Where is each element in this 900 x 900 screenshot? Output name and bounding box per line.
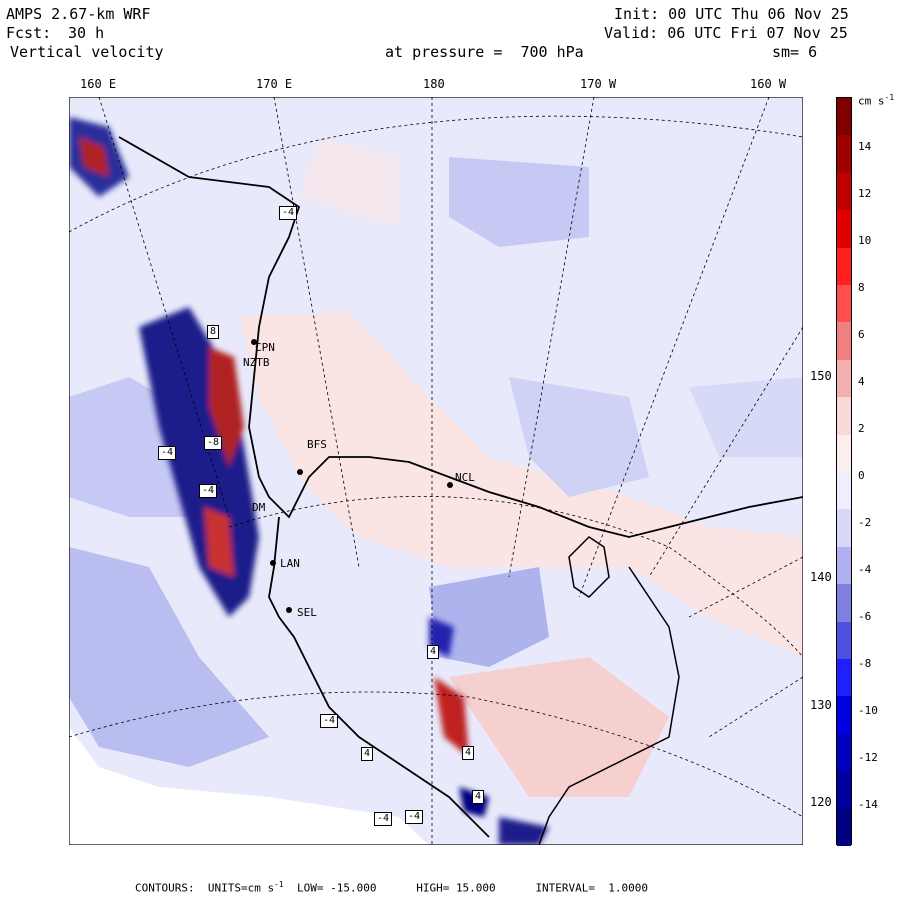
station-dm: DM [252,501,266,514]
vertical-velocity-map [69,97,803,845]
negative-region-marie-byrd [429,567,549,667]
contour-label: 4 [462,746,475,760]
colorbar-segment [837,322,851,361]
colorbar-segment [837,285,851,323]
init-time: Init: 00 UTC Thu 06 Nov 25 [614,5,849,23]
colorbar-segment [837,472,851,510]
valid-time: Valid: 06 UTC Fri 07 Nov 25 [604,24,848,42]
positive-region-north [299,137,399,227]
model-title: AMPS 2.67-km WRF [6,5,151,23]
negative-region-ocean-3 [689,377,803,457]
colorbar-segment [837,172,851,211]
colorbar-tick-label: 12 [858,187,872,200]
contour-label: -4 [405,810,424,824]
colorbar-segment [837,509,851,548]
contour-label: -4 [158,446,177,460]
negative-region-southwest [69,547,269,767]
colorbar-segment [837,696,851,735]
colorbar [836,97,852,847]
lon-label-160e: 160 E [80,77,117,91]
contour-label: -4 [279,206,298,220]
station-ncl: NCL [455,471,475,484]
contour-label: -4 [374,812,393,826]
colorbar-tick-label: -4 [858,563,872,576]
station-bfs: BFS [307,438,327,451]
station-markers [251,339,453,613]
colorbar-segment [837,359,851,398]
latitude-grid [69,115,803,818]
colorbar-segment [837,659,851,697]
colorbar-segment [837,210,851,249]
colorbar-segment [837,434,851,473]
colorbar-units: cm s-1 [858,93,895,108]
colorbar-tick-label: -14 [858,798,878,811]
colorbar-segment [837,733,851,772]
contour-label: 4 [361,747,374,761]
grounding-line [538,536,680,845]
colorbar-segment [837,584,851,623]
mountain-band [69,117,549,845]
pressure-level: at pressure = 700 hPa [385,43,584,61]
forecast-label: Fcst: [6,24,52,42]
colorbar-segment [837,98,851,136]
positive-region-ross [239,312,803,657]
station-nztb: NZTB [243,356,270,369]
station-lan: LAN [280,557,300,570]
colorbar-tick-label: -6 [858,610,872,623]
forecast-hours: 30 h [68,24,105,42]
colorbar-segment [837,247,851,286]
contour-label: -4 [199,484,218,498]
colorbar-tick-label: -12 [858,751,878,764]
colorbar-tick-label: 10 [858,234,872,247]
colorbar-tick-label: -8 [858,657,872,670]
colorbar-tick-label: 6 [858,328,865,341]
colorbar-tick-label: -10 [858,704,878,717]
coastline [118,136,803,838]
positive-region-south [449,657,669,797]
colorbar-segment [837,546,851,585]
contour-info: CONTOURS: UNITS=cm s-1 LOW= -15.000 HIGH… [135,880,649,895]
colorbar-tick-label: 4 [858,375,865,388]
lon-label-180: 180 [423,77,445,91]
lon-label-170e: 170 E [256,77,293,91]
colorbar-tick-label: 2 [858,422,865,435]
lon-label-160w: 160 W [750,77,787,91]
colorbar-segment [837,397,851,436]
negative-region-ocean-1 [449,157,589,247]
contour-label: 8 [207,325,220,339]
contour-label: -4 [320,714,339,728]
colorbar-segment [837,621,851,660]
smoothing: sm= 6 [772,43,818,61]
contour-label: 4 [427,645,440,659]
colorbar-segment [837,771,851,810]
colorbar-tick-label: 14 [858,140,872,153]
contour-label: -8 [204,436,223,450]
colorbar-tick-label: 0 [858,469,865,482]
station-sel: SEL [297,606,317,619]
negative-region-ocean-2 [509,377,649,497]
colorbar-tick-label: -2 [858,516,872,529]
lon-label-170w: 170 W [580,77,617,91]
colorbar-tick-label: 8 [858,281,865,294]
variable-name: Vertical velocity [10,43,164,61]
contour-label: 4 [472,790,485,804]
colorbar-segment [837,135,851,174]
station-cpn: CPN [255,341,275,354]
colorbar-segment [837,808,851,847]
